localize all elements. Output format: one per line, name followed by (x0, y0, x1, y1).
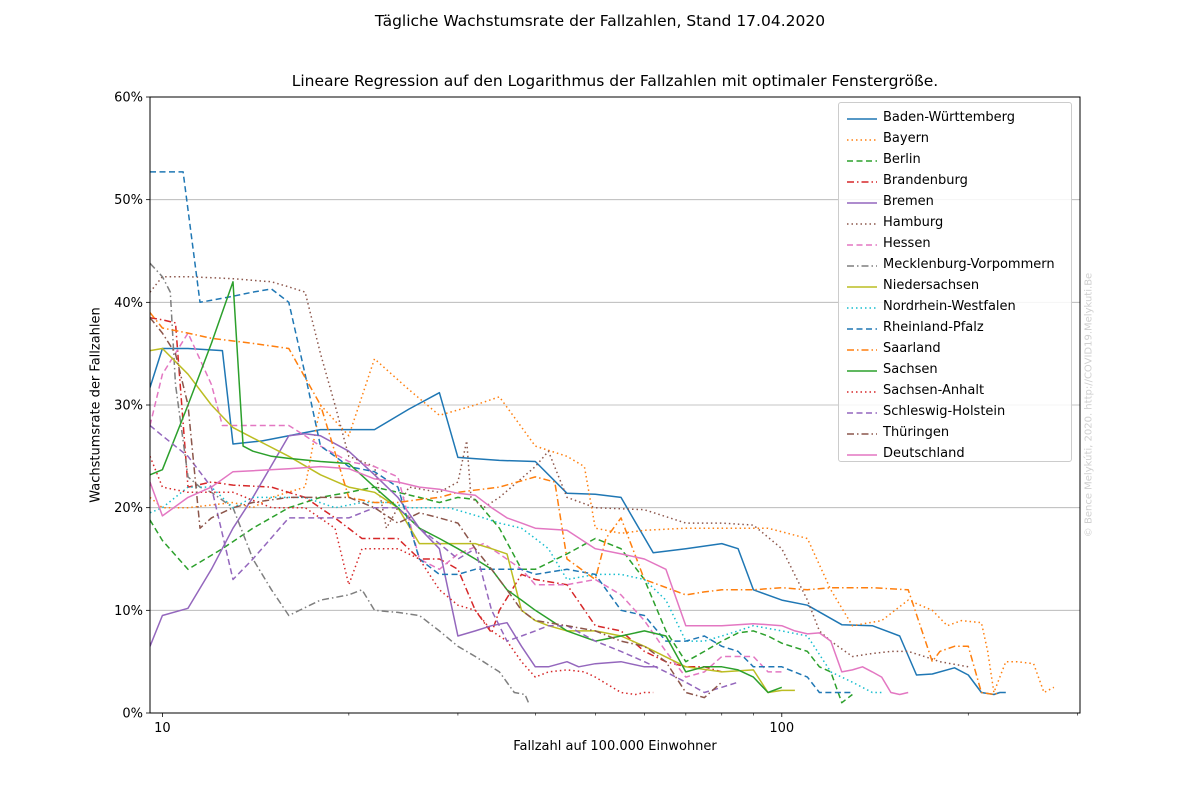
legend-item: Hamburg (839, 213, 1071, 234)
legend-label: Hamburg (883, 215, 944, 230)
legend-label: Berlin (883, 152, 921, 167)
legend-item: Bayern (839, 129, 1071, 150)
y-tick-label: 10% (114, 604, 143, 619)
series-line-mecklenburg-vorpommern (150, 262, 530, 703)
legend-label: Niedersachsen (883, 278, 980, 293)
chart-title: Lineare Regression auf den Logarithmus d… (291, 72, 939, 90)
legend-label: Baden-Württemberg (883, 110, 1015, 125)
y-tick-label: 50% (114, 193, 143, 208)
y-tick-label: 0% (122, 707, 143, 722)
series-line-brandenburg (150, 316, 723, 673)
legend-item: Berlin (839, 150, 1071, 171)
chart-legend: Baden-Württemberg Bayern Berlin Brandenburg… (838, 102, 1072, 462)
legend-swatch (847, 202, 877, 204)
legend-swatch (847, 391, 877, 393)
legend-item: Sachsen (839, 360, 1071, 381)
series-line-niedersachsen (150, 347, 795, 694)
x-tick-label: 100 (769, 721, 794, 736)
series-line-deutschland (150, 465, 909, 696)
y-axis-label: Wachstumsrate der Fallzahlen (88, 307, 104, 503)
watermark-text: © Bence Melykúti, 2020. http://COVID19.M… (1083, 272, 1095, 538)
legend-swatch (847, 181, 877, 183)
legend-swatch (847, 307, 877, 309)
series-line-hamburg (150, 275, 969, 668)
legend-swatch (847, 265, 877, 267)
y-tick-label: 20% (114, 501, 143, 516)
legend-label: Sachsen (883, 362, 938, 377)
legend-item: Rheinland-Pfalz (839, 318, 1071, 339)
series-line-bremen (150, 432, 658, 668)
x-tick-label: 10 (154, 721, 171, 736)
legend-swatch (847, 433, 877, 435)
legend-item: Sachsen-Anhalt (839, 381, 1071, 402)
legend-label: Mecklenburg-Vorpommern (883, 257, 1055, 272)
legend-item: Nordrhein-Westfalen (839, 297, 1071, 318)
legend-swatch (847, 139, 877, 141)
legend-label: Nordrhein-Westfalen (883, 299, 1016, 314)
legend-item: Schleswig-Holstein (839, 402, 1071, 423)
y-tick-label: 60% (114, 91, 143, 106)
legend-item: Deutschland (839, 444, 1071, 465)
series-line-berlin (150, 486, 853, 704)
legend-swatch (847, 286, 877, 288)
legend-label: Schleswig-Holstein (883, 404, 1006, 419)
legend-swatch (847, 454, 877, 456)
legend-item: Baden-Württemberg (839, 108, 1071, 129)
legend-label: Deutschland (883, 446, 965, 461)
legend-label: Sachsen-Anhalt (883, 383, 985, 398)
series-line-hessen (150, 332, 782, 678)
legend-label: Hessen (883, 236, 931, 251)
legend-swatch (847, 223, 877, 225)
legend-item: Brandenburg (839, 171, 1071, 192)
legend-swatch (847, 412, 877, 414)
legend-item: Mecklenburg-Vorpommern (839, 255, 1071, 276)
legend-label: Brandenburg (883, 173, 968, 188)
legend-swatch (847, 328, 877, 330)
legend-label: Bayern (883, 131, 929, 146)
legend-swatch (847, 160, 877, 162)
legend-swatch (847, 244, 877, 246)
legend-swatch (847, 349, 877, 351)
legend-item: Hessen (839, 234, 1071, 255)
series-line-bayern (150, 358, 1055, 694)
legend-label: Rheinland-Pfalz (883, 320, 984, 335)
legend-label: Bremen (883, 194, 934, 209)
legend-item: Niedersachsen (839, 276, 1071, 297)
legend-item: Thüringen (839, 423, 1071, 444)
series-line-sachsen (150, 281, 783, 694)
legend-swatch (847, 370, 877, 372)
x-axis-label: Fallzahl auf 100.000 Einwohner (513, 739, 717, 754)
y-tick-label: 40% (114, 296, 143, 311)
series-line-rheinland-pfalz (150, 171, 853, 694)
figure-suptitle: Tägliche Wachstumsrate der Fallzahlen, S… (374, 12, 826, 30)
series-line-schleswig-holstein (150, 424, 739, 694)
legend-swatch (847, 118, 877, 120)
legend-label: Thüringen (883, 425, 950, 440)
y-tick-label: 30% (114, 399, 143, 414)
legend-item: Bremen (839, 192, 1071, 213)
legend-label: Saarland (883, 341, 941, 356)
legend-item: Saarland (839, 339, 1071, 360)
